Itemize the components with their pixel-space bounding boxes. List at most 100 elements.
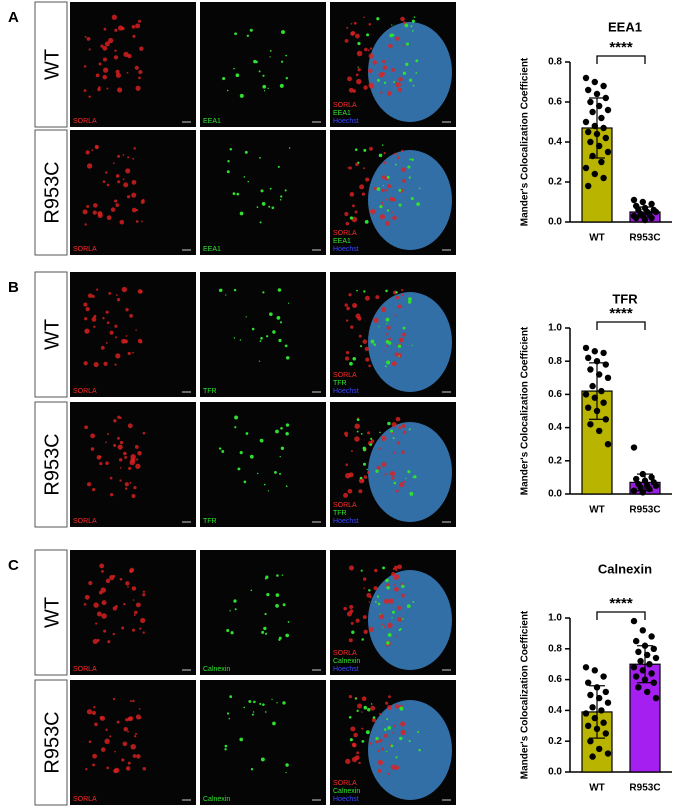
data-point: [630, 617, 638, 625]
red-signal: [102, 180, 106, 184]
green-signal: [348, 715, 352, 719]
red-signal: [355, 73, 359, 77]
green-signal: [288, 147, 291, 149]
red-signal: [106, 766, 110, 770]
red-signal: [391, 68, 396, 72]
red-signal: [127, 351, 131, 356]
y-tick-label: 0.4: [548, 137, 562, 148]
channel-label: Calnexin: [333, 788, 360, 795]
green-signal: [386, 175, 390, 179]
red-signal: [96, 638, 100, 642]
data-point: [585, 86, 592, 94]
green-signal: [399, 628, 402, 631]
data-point: [585, 354, 592, 362]
green-signal: [383, 81, 387, 85]
y-tick-label: 0.2: [548, 177, 562, 188]
red-signal: [368, 53, 374, 59]
green-signal: [263, 626, 267, 631]
micrograph-signal: [82, 144, 145, 226]
red-signal: [345, 319, 349, 322]
red-signal: [347, 76, 352, 82]
red-signal: [380, 435, 387, 442]
data-point: [589, 108, 596, 116]
red-signal: [119, 440, 124, 445]
red-signal: [385, 198, 388, 201]
green-signal: [260, 757, 265, 762]
red-signal: [96, 611, 102, 617]
red-signal: [349, 609, 354, 614]
green-signal: [234, 426, 237, 429]
green-signal: [263, 90, 266, 92]
red-signal: [92, 638, 98, 645]
red-signal: [381, 175, 386, 180]
y-tick-label: 1.0: [548, 613, 562, 624]
green-signal: [236, 192, 240, 196]
red-signal: [358, 489, 363, 494]
green-signal: [279, 455, 281, 458]
red-signal: [127, 466, 132, 470]
red-signal: [396, 441, 401, 445]
green-signal: [379, 431, 381, 434]
red-signal: [386, 345, 389, 348]
data-point: [585, 679, 592, 686]
green-signal: [351, 630, 355, 634]
data-point: [650, 679, 657, 686]
green-signal: [280, 60, 284, 63]
red-signal: [401, 167, 406, 172]
channel-label: Calnexin: [333, 658, 360, 665]
red-signal: [377, 749, 380, 753]
red-signal: [132, 699, 135, 703]
green-signal: [382, 566, 386, 570]
red-signal: [345, 350, 350, 355]
red-signal: [350, 450, 353, 453]
red-signal: [346, 26, 349, 29]
red-signal: [394, 314, 397, 317]
red-signal: [135, 463, 141, 469]
red-signal: [84, 425, 89, 430]
green-signal: [386, 360, 391, 365]
red-signal: [127, 423, 133, 429]
green-signal: [415, 72, 418, 74]
row-label-box: [34, 549, 68, 676]
red-signal: [392, 451, 396, 454]
micrograph-signal: [344, 144, 452, 250]
red-signal: [101, 569, 104, 573]
red-signal: [126, 71, 129, 74]
red-signal: [369, 208, 376, 215]
red-signal: [85, 307, 90, 312]
green-signal: [376, 595, 380, 598]
row-label: WT: [41, 319, 63, 350]
red-signal: [91, 317, 97, 322]
green-signal: [392, 610, 396, 614]
nucleus: [368, 570, 452, 670]
red-signal: [379, 214, 386, 220]
red-signal: [100, 345, 105, 350]
red-signal: [398, 76, 403, 82]
red-signal: [352, 303, 358, 308]
green-signal: [370, 703, 373, 705]
red-signal: [125, 718, 129, 722]
red-signal: [391, 422, 397, 428]
green-signal: [363, 148, 367, 152]
y-tick-label: 0.4: [548, 422, 562, 433]
y-tick-label: 0.2: [548, 736, 562, 747]
red-signal: [100, 44, 104, 48]
y-tick-label: 0.6: [548, 674, 562, 685]
data-point: [600, 349, 607, 357]
channel-label: SORLA: [73, 246, 97, 253]
red-signal: [105, 578, 111, 584]
red-signal: [351, 756, 358, 763]
micrograph-signal: [226, 574, 290, 641]
red-signal: [99, 563, 105, 569]
y-tick-label: 0.0: [548, 489, 562, 500]
green-signal: [387, 421, 391, 426]
red-signal: [98, 455, 102, 458]
red-signal: [350, 22, 353, 25]
channel-label: EEA1: [333, 110, 351, 117]
green-signal: [411, 344, 413, 347]
channel-label: TFR: [203, 388, 217, 395]
red-signal: [115, 174, 120, 178]
red-signal: [134, 610, 138, 615]
data-point: [602, 688, 609, 696]
red-signal: [125, 581, 130, 586]
